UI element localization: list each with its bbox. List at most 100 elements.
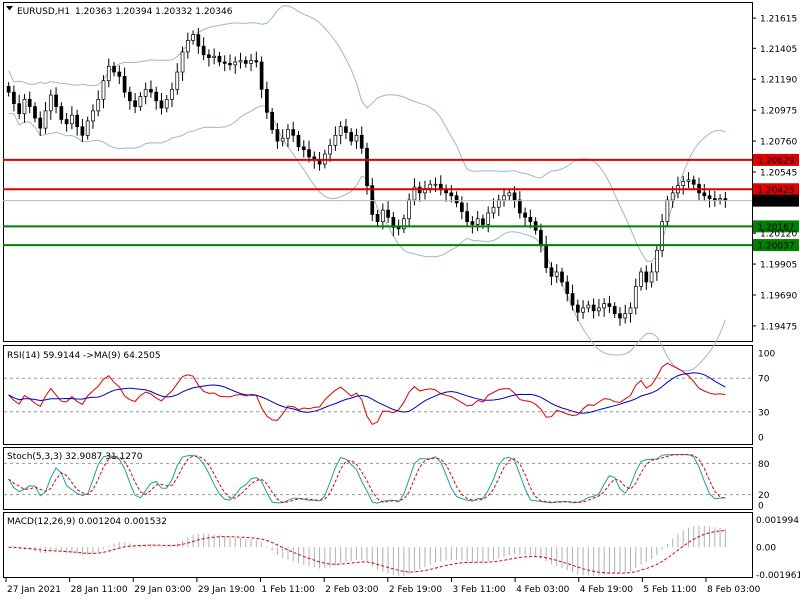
candle-bull: [581, 307, 585, 313]
time-tick-label: 27 Jan 2021: [7, 585, 61, 595]
candle-bear: [127, 91, 132, 102]
candle-bear: [570, 293, 575, 306]
candle-bull: [496, 199, 501, 208]
candle-bull: [22, 99, 27, 115]
rsi-tick-label: 100: [758, 350, 775, 360]
price-tick-label: 1.20760: [760, 138, 797, 148]
candle-bull: [43, 110, 48, 129]
candle-bull: [649, 271, 654, 283]
candle-bull: [180, 51, 185, 73]
price-tick-label: 1.20975: [760, 107, 797, 117]
support-resistance-levels: 1.20629 1.20425 1.20167 1.20037 1.20346: [3, 153, 799, 252]
symbol-header: EURUSD,H1: [17, 7, 70, 17]
candle-bull: [380, 209, 385, 222]
candle-bull: [96, 99, 101, 112]
rsi-tick-label: 30: [758, 408, 770, 418]
candle-bull: [328, 145, 332, 155]
candle-bull: [85, 120, 90, 136]
macd-header: MACD(12,26,9) 0.001204 0.001532: [7, 517, 167, 527]
current-price-tag: [753, 194, 799, 207]
candle-bear: [565, 281, 570, 294]
time-tick-label: 28 Jan 11:00: [71, 585, 128, 595]
candle-bear: [544, 244, 549, 268]
price-tick-label: 1.20120: [760, 230, 797, 240]
time-tick-label: 5 Feb 11:00: [643, 585, 697, 595]
current-price-label: 1.20346: [757, 197, 794, 207]
candle-bear: [12, 91, 16, 105]
candle-bear: [149, 88, 153, 93]
time-tick-label: 29 Jan 19:00: [198, 585, 255, 595]
candle-bear: [275, 129, 280, 142]
candle-bear: [296, 134, 301, 148]
candle-bull: [402, 218, 406, 230]
price-series: [6, 5, 728, 372]
candle-bear: [112, 65, 116, 73]
candle-bear: [17, 103, 22, 115]
candle-bear: [359, 134, 364, 149]
price-tick-label: 1.20545: [760, 169, 797, 179]
candle-bear: [265, 88, 269, 113]
candle-bear: [444, 189, 448, 194]
candle-bear: [59, 106, 64, 120]
candle-bear: [465, 211, 469, 222]
candle-bull: [106, 65, 111, 82]
candle-bull: [502, 195, 506, 201]
level-label: 1.20037: [757, 242, 794, 252]
candle-bear: [33, 106, 37, 119]
candle-bear: [449, 192, 454, 197]
candle-bull: [623, 313, 628, 319]
price-tick-label: 1.19690: [760, 291, 797, 301]
candle-bear: [64, 119, 69, 125]
stoch-tick-label: 80: [758, 460, 770, 470]
candle-bear: [607, 303, 612, 307]
candle-bull: [286, 129, 290, 139]
candle-bear: [75, 114, 79, 128]
level-label: 1.20167: [757, 223, 794, 233]
candle-bear: [222, 61, 227, 64]
candle-bear: [259, 61, 264, 90]
candle-bull: [91, 110, 95, 122]
candle-bull: [170, 88, 174, 100]
rsi-panel-frame: [3, 345, 753, 445]
rsi-line: [8, 362, 726, 426]
candle-bull: [48, 94, 53, 112]
candle-bull: [655, 250, 659, 273]
candle-bear: [470, 221, 475, 225]
candle-bull: [633, 285, 638, 309]
stoch-series: 80 200: [4, 453, 770, 512]
candle-bear: [386, 209, 390, 218]
candle-bull: [602, 303, 607, 309]
macd-series: 0.001994 0.00 -0.001961: [8, 516, 800, 581]
candle-bull: [143, 88, 148, 97]
candle-bear: [391, 216, 396, 228]
candle-bear: [291, 129, 296, 136]
candle-bear: [454, 195, 459, 204]
candle-bear: [80, 126, 85, 136]
time-tick-label: 29 Jan 03:00: [134, 585, 191, 595]
candle-bear: [707, 195, 712, 199]
candle-bull: [665, 199, 670, 222]
price-tick-label: 1.20335: [760, 199, 797, 209]
candle-bull: [175, 71, 180, 90]
candle-bear: [38, 117, 43, 129]
candle-bear: [27, 99, 32, 107]
bollinger-upper-band: [8, 5, 726, 263]
symbol-triangle-icon: [6, 6, 13, 11]
candle-bear: [523, 212, 527, 218]
macd-tick-label: 0.001994: [756, 516, 799, 526]
candle-bear: [228, 63, 232, 66]
candle-bear: [481, 218, 485, 225]
macd-tick-label: -0.001961: [756, 571, 800, 581]
time-tick-label: 8 Feb 03:00: [707, 585, 761, 595]
price-panel-frame: [3, 2, 753, 342]
candle-bear: [575, 304, 580, 313]
rsi-series: 100 70 30 0: [4, 350, 775, 444]
candle-bear: [159, 100, 164, 109]
candle-bull: [486, 212, 491, 225]
time-axis: 27 Jan 2021 28 Jan 11:00 29 Jan 03:00 29 Ja…: [5, 578, 761, 595]
candle-bull: [628, 307, 633, 315]
candle-bear: [254, 60, 259, 63]
candle-bear: [528, 216, 533, 222]
candle-bull: [238, 60, 243, 63]
level-tag: [753, 220, 799, 233]
